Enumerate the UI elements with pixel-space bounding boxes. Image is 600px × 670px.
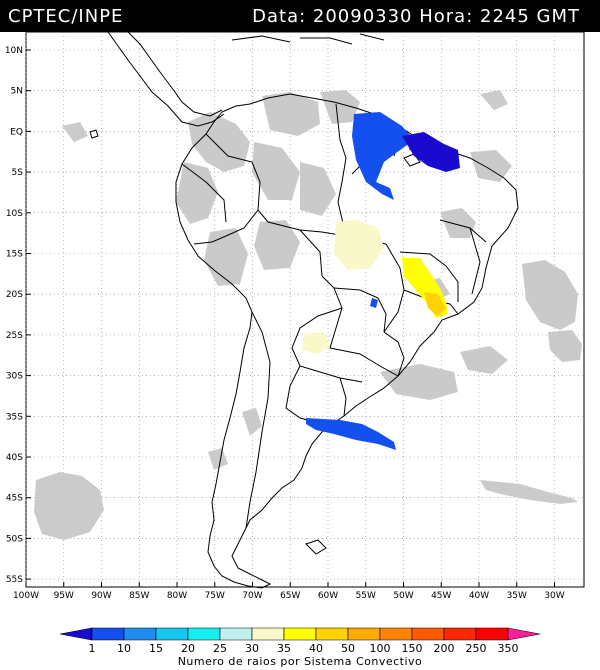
lon-label-85W: 85W bbox=[129, 591, 149, 601]
legend-title: Numero de raios por Sistema Convectivo bbox=[178, 655, 423, 668]
activity-parana-small bbox=[370, 298, 378, 308]
lon-label-60W: 60W bbox=[318, 591, 338, 601]
legend-value-1: 1 bbox=[89, 642, 96, 655]
map-frame bbox=[25, 32, 585, 588]
legend-swatch-11 bbox=[411, 627, 445, 641]
lat-label-5N: 5N bbox=[11, 87, 23, 97]
lat-label-40S: 40S bbox=[6, 453, 23, 463]
legend-value-30: 30 bbox=[245, 642, 259, 655]
legend-value-150: 150 bbox=[402, 642, 423, 655]
activity-mato-grosso bbox=[334, 220, 384, 270]
latitude-labels: 10N 5N EQ 5S 10S 15S 20S 25S 30S 35S 40S 45S 50S 55S bbox=[5, 46, 23, 585]
lat-label-45S: 45S bbox=[6, 494, 23, 504]
legend-value-labels: 1 10 15 20 25 30 35 40 50 100 150 200 250 350 bbox=[89, 642, 519, 655]
lon-label-30W: 30W bbox=[544, 591, 564, 601]
cloud-areas bbox=[34, 90, 582, 540]
legend-swatch-14 bbox=[507, 627, 541, 641]
lon-label-55W: 55W bbox=[356, 591, 376, 601]
lon-label-100W: 100W bbox=[13, 591, 39, 601]
legend-value-350: 350 bbox=[498, 642, 519, 655]
legend-value-15: 15 bbox=[149, 642, 163, 655]
lat-label-50S: 50S bbox=[6, 534, 23, 544]
longitude-labels: 100W 95W 90W 85W 80W 75W 70W 65W 60W 55W 50W 45W 40W… bbox=[13, 591, 565, 601]
source-label: CPTEC/INPE bbox=[8, 6, 124, 27]
legend-value-35: 35 bbox=[277, 642, 291, 655]
legend-swatch-6 bbox=[251, 627, 285, 641]
legend-swatch-3 bbox=[155, 627, 189, 641]
lat-label-35S: 35S bbox=[6, 412, 23, 422]
legend-value-40: 40 bbox=[309, 642, 323, 655]
legend-value-20: 20 bbox=[181, 642, 195, 655]
legend-swatch-8 bbox=[315, 627, 349, 641]
lon-label-45W: 45W bbox=[431, 591, 451, 601]
map-header: CPTEC/INPE Data: 20090330 Hora: 2245 GMT bbox=[0, 0, 600, 32]
lon-label-40W: 40W bbox=[469, 591, 489, 601]
lon-label-65W: 65W bbox=[280, 591, 300, 601]
legend-swatch-0 bbox=[59, 627, 93, 641]
legend-swatch-1 bbox=[91, 627, 125, 641]
legend-value-25: 25 bbox=[213, 642, 227, 655]
activity-maranhao bbox=[402, 132, 460, 172]
coastlines-and-borders bbox=[89, 32, 519, 589]
lightning-activity-regions bbox=[302, 112, 460, 450]
lightning-map: 10N5NEQ5S10S15S20S25S30S35S40S45S50S55S … bbox=[0, 32, 600, 605]
legend-swatch-9 bbox=[347, 627, 381, 641]
legend-swatch-12 bbox=[443, 627, 477, 641]
legend-swatch-4 bbox=[187, 627, 221, 641]
lat-label-10N: 10N bbox=[5, 46, 23, 56]
lon-label-90W: 90W bbox=[91, 591, 111, 601]
timestamp-label: Data: 20090330 Hora: 2245 GMT bbox=[252, 6, 580, 27]
lon-label-80W: 80W bbox=[167, 591, 187, 601]
legend-swatch-7 bbox=[283, 627, 317, 641]
map-gridlines bbox=[25, 32, 584, 587]
activity-paraguay bbox=[302, 332, 330, 354]
legend-swatch-2 bbox=[123, 627, 157, 641]
legend-value-250: 250 bbox=[466, 642, 487, 655]
legend-swatch-5 bbox=[219, 627, 253, 641]
lat-label-EQ: EQ bbox=[10, 127, 23, 137]
legend-value-50: 50 bbox=[341, 642, 355, 655]
lat-label-30S: 30S bbox=[6, 372, 23, 382]
lat-label-55S: 55S bbox=[6, 575, 23, 585]
lon-label-95W: 95W bbox=[54, 591, 74, 601]
legend-swatch-13 bbox=[475, 627, 509, 641]
lat-label-20S: 20S bbox=[6, 290, 23, 300]
legend: 1 10 15 20 25 30 35 40 50 100 150 200 250 350 Numero … bbox=[59, 627, 541, 668]
legend-colorbar bbox=[59, 627, 541, 641]
lon-label-35W: 35W bbox=[507, 591, 527, 601]
activity-amazon-delta bbox=[352, 112, 414, 200]
activity-argentina-coast bbox=[306, 418, 396, 450]
legend-value-10: 10 bbox=[117, 642, 131, 655]
lat-label-10S: 10S bbox=[6, 209, 23, 219]
lon-label-70W: 70W bbox=[242, 591, 262, 601]
lon-label-50W: 50W bbox=[393, 591, 413, 601]
lat-label-25S: 25S bbox=[6, 331, 23, 341]
lat-label-15S: 15S bbox=[6, 250, 23, 260]
activity-minas-orange bbox=[424, 292, 446, 316]
lon-label-75W: 75W bbox=[205, 591, 225, 601]
legend-swatch-10 bbox=[379, 627, 413, 641]
legend-value-200: 200 bbox=[434, 642, 455, 655]
lat-label-5S: 5S bbox=[12, 168, 24, 178]
legend-value-100: 100 bbox=[370, 642, 391, 655]
